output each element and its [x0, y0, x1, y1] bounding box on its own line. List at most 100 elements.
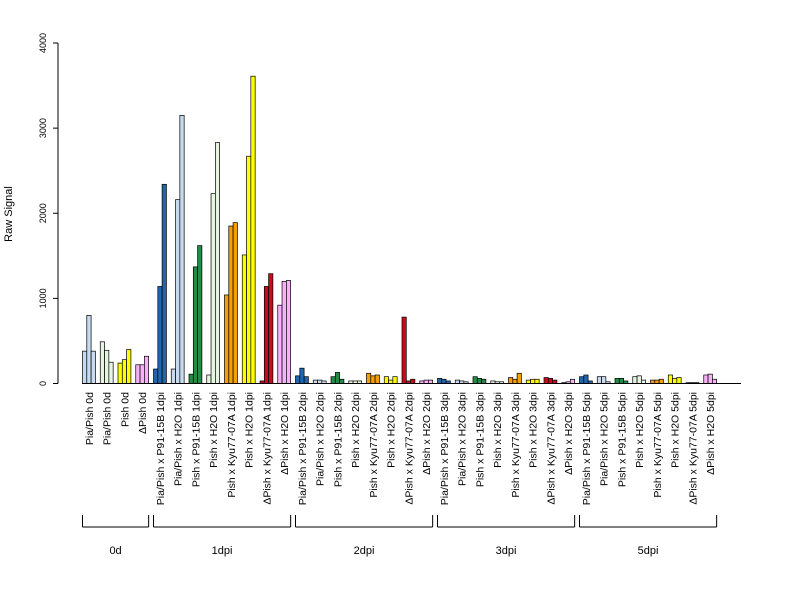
x-tick-label: Pia/Pish 0d	[84, 392, 96, 445]
bar	[632, 376, 638, 384]
bar	[423, 379, 429, 384]
x-tick-label: Pish x P91-15B 2dpi	[332, 392, 344, 487]
bar	[210, 193, 216, 384]
y-tick-label: 0	[38, 381, 48, 386]
bar	[126, 349, 132, 384]
bar	[228, 225, 234, 384]
bar	[601, 376, 607, 384]
bar	[135, 364, 141, 384]
y-tick-label: 3000	[38, 118, 48, 138]
x-tick-label: ΔPish 0d	[137, 392, 149, 434]
x-tick-label: Pia/Pish x P91-15B 2dpi	[297, 392, 309, 505]
bar	[383, 376, 389, 384]
bar	[317, 379, 323, 384]
x-tick-label: Pish x H2O 2dpi	[350, 392, 362, 468]
x-tick-label: Pish x H2O 1dpi	[244, 392, 256, 468]
bar	[525, 379, 531, 384]
group-brackets: 0d 1dpi 2dpi 3dpi 5dpi	[82, 515, 718, 557]
bar	[161, 183, 167, 384]
bar	[206, 374, 212, 384]
bar	[188, 373, 194, 384]
bar	[530, 378, 536, 384]
bar	[476, 378, 482, 384]
x-tick-label: Pia/Pish x H2O 5dpi	[599, 392, 611, 486]
bar	[303, 376, 309, 384]
bar	[86, 315, 92, 384]
bar	[428, 379, 434, 384]
bar	[232, 222, 238, 384]
bar	[268, 273, 274, 384]
bar	[104, 349, 110, 384]
x-tick-label: Pish x H2O 2dpi	[386, 392, 398, 468]
bar	[263, 286, 269, 384]
bar	[108, 361, 114, 384]
bar	[392, 376, 398, 384]
x-tick-label: Pish x P91-15B 5dpi	[616, 392, 628, 487]
bar	[250, 75, 256, 384]
x-tick-label: Pia/Pish x P91-15B 3dpi	[439, 392, 451, 505]
x-tick-label: Pish x H2O 3dpi	[492, 392, 504, 468]
x-tick-label: Pish x P91-15B 3dpi	[474, 392, 486, 487]
y-tick-label: 2000	[38, 203, 48, 223]
bar	[82, 350, 88, 384]
bar	[374, 374, 380, 384]
x-tick-label: Pish x Kyu77-07A 5dpi	[652, 392, 664, 498]
bar	[388, 379, 394, 384]
bar	[299, 367, 305, 384]
x-tick-label: Pish x H2O 5dpi	[670, 392, 682, 468]
bar	[547, 378, 553, 384]
bar	[117, 362, 123, 384]
bar	[579, 376, 585, 384]
bar	[636, 375, 642, 384]
bar	[516, 372, 522, 384]
bar	[246, 155, 252, 384]
y-tick-label: 4000	[38, 33, 48, 53]
bar	[676, 377, 682, 384]
x-tick-label: ΔPish x H2O 1dpi	[279, 392, 291, 475]
bar	[667, 374, 673, 384]
bar	[179, 115, 185, 384]
bar	[144, 355, 150, 384]
bar	[618, 378, 624, 384]
bar	[366, 372, 372, 384]
x-tick-label: ΔPish x Kyu77-07A 3dpi	[545, 392, 557, 505]
bar	[90, 350, 96, 384]
bar	[286, 280, 292, 384]
x-tick-label: Pish 0d	[119, 392, 131, 427]
bar	[672, 378, 678, 384]
x-tick-label: Pia/Pish x P91-15B 1dpi	[155, 392, 167, 505]
bar	[99, 341, 105, 384]
bar	[170, 368, 176, 384]
bar	[410, 378, 416, 384]
bar	[157, 286, 163, 384]
x-tick-label: Pia/Pish x H2O 3dpi	[457, 392, 469, 486]
bar	[224, 294, 230, 384]
bar	[312, 379, 318, 384]
bar	[569, 378, 575, 384]
bar	[192, 266, 198, 384]
group-label: 5dpi	[638, 545, 659, 557]
bar	[121, 359, 127, 384]
bar	[543, 377, 549, 384]
x-tick-label: Pia/Pish x H2O 2dpi	[315, 392, 327, 486]
bar	[703, 374, 709, 384]
y-tick-label: 1000	[38, 288, 48, 308]
bar	[650, 379, 656, 384]
bar	[370, 375, 376, 384]
x-tick-label: Pish x H2O 1dpi	[208, 392, 220, 468]
group-label: 1dpi	[212, 545, 233, 557]
bars	[82, 75, 717, 384]
bar	[330, 376, 336, 384]
y-axis: 0 1000 2000 3000 4000	[38, 33, 59, 386]
x-tick-label: Pish x Kyu77-07A 2dpi	[368, 392, 380, 498]
bar	[512, 378, 518, 384]
x-tick-label: ΔPish x Kyu77-07A 2dpi	[403, 392, 415, 505]
bar	[658, 378, 664, 384]
x-tick-label: Pia/Pish x H2O 1dpi	[173, 392, 185, 486]
x-tick-label: Pish x H2O 3dpi	[528, 392, 540, 468]
bar	[596, 376, 602, 384]
group-label: 2dpi	[354, 545, 375, 557]
bar	[139, 364, 145, 384]
bar	[153, 368, 159, 384]
